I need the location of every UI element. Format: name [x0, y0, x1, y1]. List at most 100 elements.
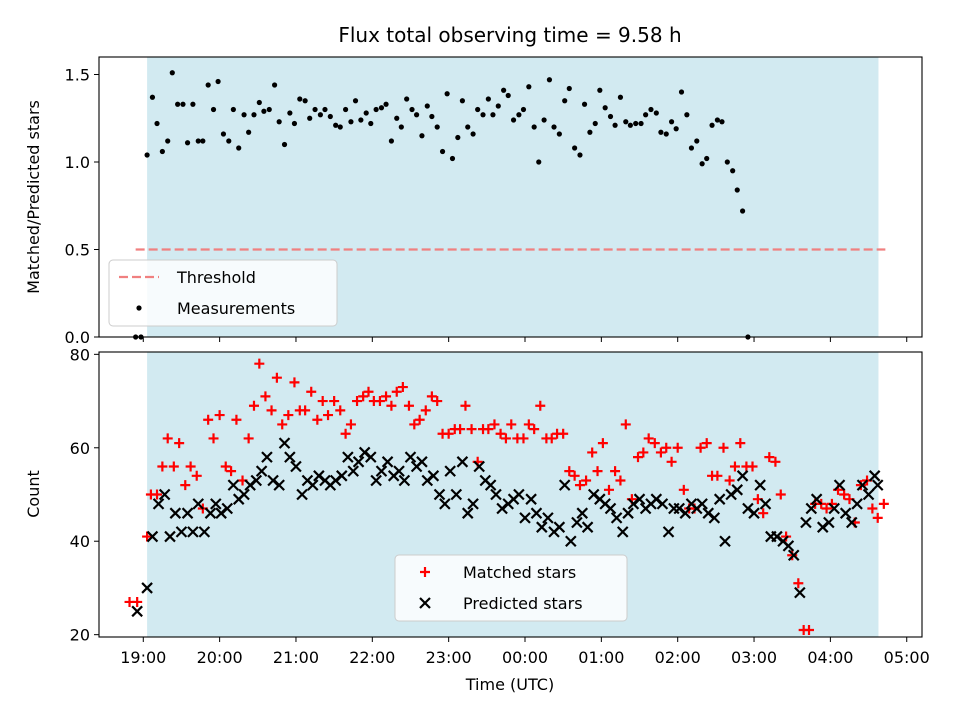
data-point [638, 447, 649, 458]
data-point [432, 396, 443, 407]
data-point [828, 502, 840, 515]
data-point [490, 488, 502, 501]
data-point [734, 187, 740, 193]
data-point [467, 498, 479, 510]
data-point [571, 516, 583, 529]
data-point [251, 112, 257, 118]
data-point [374, 396, 385, 407]
data-point [653, 110, 659, 116]
data-point [851, 498, 863, 510]
data-point [587, 129, 593, 135]
data-point [759, 498, 772, 510]
data-point [688, 145, 695, 151]
data-point [164, 530, 176, 543]
data-point [615, 475, 626, 486]
legend-entry: Threshold [119, 268, 256, 287]
data-point [281, 141, 288, 148]
data-point [518, 433, 529, 444]
data-point [246, 129, 252, 135]
data-point [572, 145, 578, 151]
y-tick-label: 1.0 [65, 153, 90, 172]
data-point [551, 124, 557, 130]
data-point [409, 106, 415, 113]
data-point [587, 447, 598, 458]
data-point [180, 101, 186, 107]
data-point [714, 117, 720, 123]
data-point [658, 129, 664, 135]
data-point [181, 507, 194, 519]
data-point [684, 112, 690, 118]
data-point [409, 419, 420, 430]
data-point [696, 498, 708, 510]
data-point [536, 159, 542, 165]
data-point [427, 470, 440, 482]
data-point [403, 400, 414, 411]
data-point [833, 479, 846, 491]
data-point [296, 488, 308, 501]
data-point [347, 465, 360, 477]
data-point [323, 410, 334, 421]
data-point [358, 117, 364, 123]
x-tick-label: 02:00 [655, 648, 701, 667]
data-point [607, 113, 614, 120]
data-point [231, 414, 242, 425]
data-point [345, 419, 356, 430]
data-point [724, 475, 735, 486]
data-point [414, 414, 425, 425]
data-point [290, 460, 302, 473]
data-point [327, 113, 333, 120]
x-tick-label: 23:00 [426, 648, 472, 667]
data-point [668, 119, 675, 125]
data-point [443, 428, 454, 439]
data-point [307, 115, 313, 121]
data-point [730, 168, 736, 174]
data-point [333, 122, 339, 128]
legend-box [108, 259, 338, 327]
data-point [352, 396, 363, 407]
data-point [175, 101, 181, 107]
data-point [787, 549, 800, 562]
data-point [500, 433, 511, 444]
data-point [398, 474, 411, 487]
data-point [754, 479, 766, 491]
data-point [168, 461, 179, 472]
data-point [141, 582, 153, 594]
data-point [198, 526, 211, 538]
data-point [378, 105, 385, 111]
data-point [248, 400, 259, 411]
x-tick-label: 19:00 [120, 648, 166, 667]
top-y-axis-label: Matched/Predicted stars [24, 100, 43, 294]
data-point [455, 134, 461, 141]
data-point [397, 382, 408, 393]
data-point [230, 106, 236, 113]
data-point [159, 148, 165, 155]
data-point [513, 488, 525, 501]
data-point [735, 438, 746, 449]
data-point [273, 479, 285, 491]
data-point [433, 488, 446, 501]
data-point [271, 372, 282, 383]
data-point [604, 502, 617, 515]
y-tick-label: 0.5 [65, 241, 90, 260]
data-point [673, 126, 679, 132]
data-point [312, 414, 323, 425]
y-tick-label: 1.5 [65, 66, 90, 85]
data-point [306, 386, 317, 397]
data-point [506, 419, 517, 430]
data-point [800, 516, 812, 529]
bottom-series-predicted-stars [131, 437, 884, 618]
data-point [536, 521, 548, 533]
data-point [131, 605, 143, 618]
data-point [695, 442, 706, 453]
data-point [322, 106, 328, 113]
data-point [238, 488, 250, 501]
data-point [655, 447, 666, 458]
data-point [805, 502, 818, 515]
data-point [748, 507, 760, 519]
top-axes-frame [98, 56, 923, 338]
data-point [719, 535, 731, 547]
data-point [386, 400, 397, 411]
data-point [283, 410, 294, 421]
data-point [535, 400, 546, 411]
data-point [871, 479, 884, 491]
